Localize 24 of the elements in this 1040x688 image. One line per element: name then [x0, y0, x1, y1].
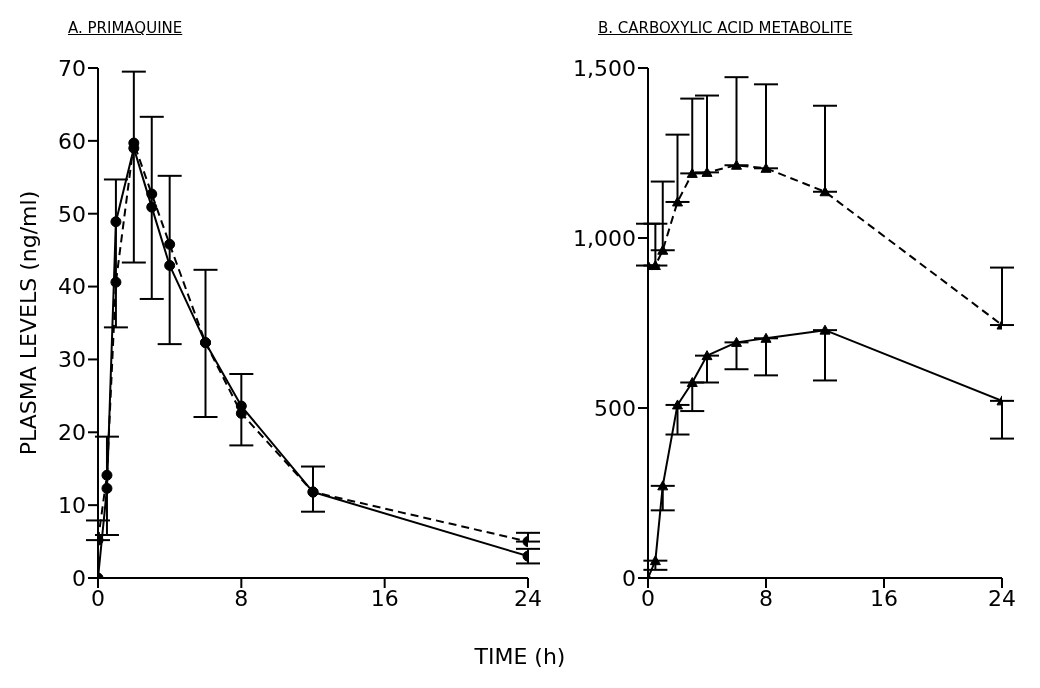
y-tick-label: 20 — [58, 420, 86, 446]
x-axis-title: TIME (h) — [473, 644, 567, 669]
chart-title: A. PRIMAQUINE — [68, 18, 184, 39]
y-tick-label: 0 — [622, 565, 636, 591]
y-tick-label: 1,000 — [573, 225, 636, 251]
x-tick-label: 0 — [641, 585, 655, 611]
y-tick-label: 60 — [58, 128, 86, 154]
y-axis-title: PLASMA LEVELS (ng/ml) — [15, 190, 41, 456]
y-tick-label: 70 — [58, 55, 86, 81]
chart-title: B. CARBOXYLIC ACID METABOLITE — [598, 18, 854, 39]
x-tick-label: 24 — [988, 585, 1016, 611]
y-tick-label: 50 — [58, 201, 86, 227]
x-tick-label: 24 — [514, 585, 542, 611]
y-tick-label: 500 — [594, 395, 636, 421]
x-tick-label: 16 — [870, 585, 898, 611]
y-tick-label: 0 — [72, 565, 86, 591]
y-tick-label: 10 — [58, 492, 86, 518]
x-tick-label: 8 — [759, 585, 773, 611]
y-tick-label: 1,500 — [573, 55, 636, 81]
x-tick-label: 16 — [370, 585, 399, 611]
y-tick-label: 40 — [58, 274, 86, 300]
y-tick-label: 30 — [58, 347, 86, 373]
x-tick-label: 0 — [91, 585, 105, 611]
x-tick-label: 8 — [234, 585, 249, 611]
